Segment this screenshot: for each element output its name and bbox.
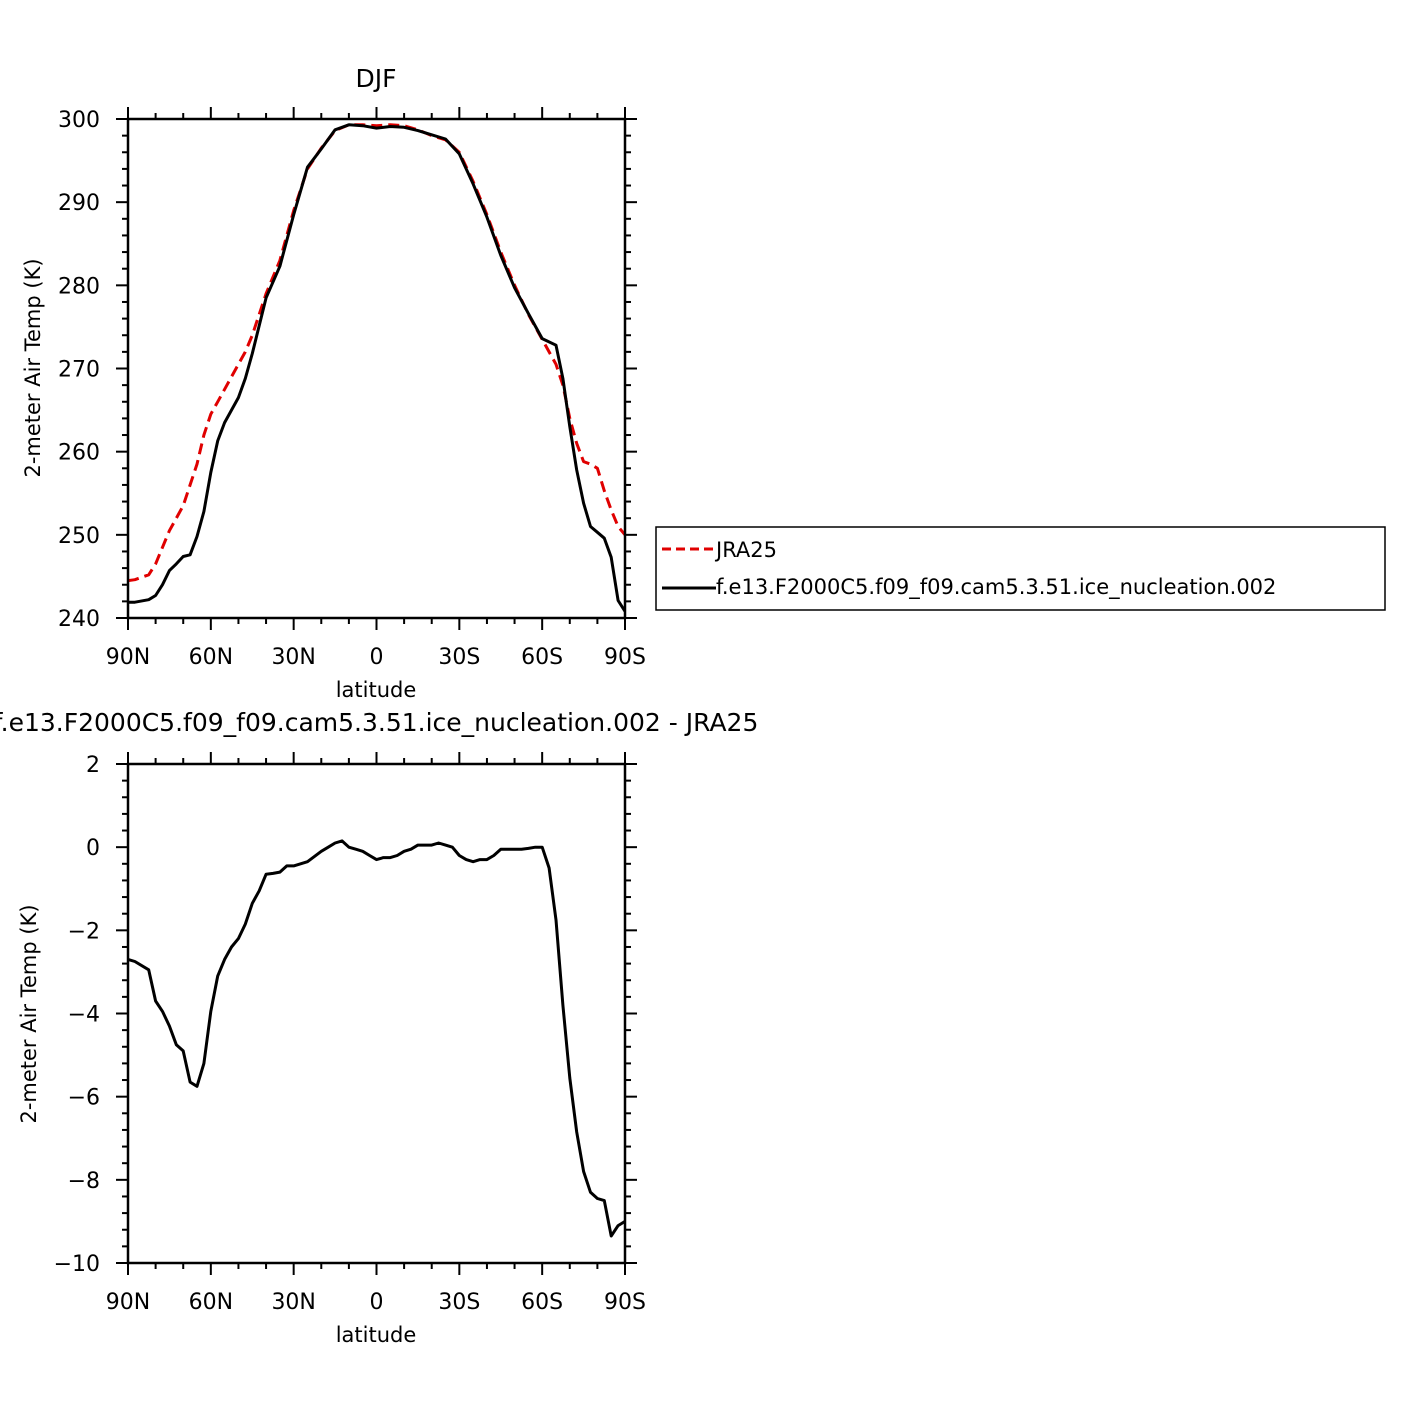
bottom-ylabel: 2-meter Air Temp (K)	[17, 904, 41, 1123]
top-x-tick-label: 30N	[271, 645, 315, 670]
top-y-tick-label: 270	[58, 358, 100, 383]
bottom-x-tick-label: 60S	[521, 1290, 563, 1315]
bottom-title: f.e13.F2000C5.f09_f09.cam5.3.51.ice_nucl…	[0, 708, 758, 737]
legend-box	[655, 526, 1386, 611]
bottom-x-tick-label: 0	[370, 1290, 384, 1315]
bottom-panel: f.e13.F2000C5.f09_f09.cam5.3.51.ice_nucl…	[0, 708, 758, 1347]
top-x-tick-label: 60N	[189, 645, 233, 670]
top-xlabel: latitude	[336, 678, 417, 702]
top-series-layer	[128, 123, 625, 613]
top-y-tick-label: 300	[58, 108, 100, 133]
bottom-series-line-0	[128, 839, 625, 1238]
bottom-x-tick-label: 90S	[604, 1290, 646, 1315]
top-y-tick-label: 280	[58, 274, 100, 299]
bottom-y-tick-label: −2	[68, 919, 100, 944]
bottom-x-tick-label: 30N	[271, 1290, 315, 1315]
top-panel: DJF 90N 60N 30N 0 30S 60S 90S 240 250 260 270 280 29…	[21, 64, 646, 702]
bottom-y-tick-label: −6	[68, 1086, 100, 1111]
top-y-tick-label: 250	[58, 524, 100, 549]
bottom-y-tick-label: −8	[68, 1169, 100, 1194]
bottom-x-tick-label: 90N	[106, 1290, 150, 1315]
top-y-tick-label: 260	[58, 441, 100, 466]
top-y-tick-label: 240	[58, 607, 100, 632]
top-x-tick-label: 30S	[438, 645, 480, 670]
bottom-xlabel: latitude	[336, 1323, 417, 1347]
bottom-plot-frame	[126, 762, 627, 1265]
bottom-y-tick-label: −10	[54, 1252, 100, 1277]
top-x-tick-label: 60S	[521, 645, 563, 670]
bottom-y-tick-label: 2	[86, 753, 100, 778]
top-y-tick-label: 290	[58, 191, 100, 216]
legend: JRA25 f.e13.F2000C5.f09_f09.cam5.3.51.ic…	[655, 526, 1386, 611]
bottom-x-tick-label: 60N	[189, 1290, 233, 1315]
top-x-tick-label: 90S	[604, 645, 646, 670]
top-title: DJF	[355, 64, 396, 93]
legend-label-model: f.e13.F2000C5.f09_f09.cam5.3.51.ice_nucl…	[716, 575, 1276, 600]
bottom-y-tick-label: 0	[86, 836, 100, 861]
top-ticks-layer: 90N 60N 30N 0 30S 60S 90S 240 250 260 270 280 290 300	[58, 107, 646, 670]
bottom-ticks-layer: 90N 60N 30N 0 30S 60S 90S −10 −8 −6 −4 −2 0 2	[54, 752, 646, 1315]
bottom-series-layer	[128, 839, 625, 1238]
legend-label-jra25: JRA25	[714, 538, 777, 562]
top-x-tick-label: 90N	[106, 645, 150, 670]
bottom-x-tick-label: 30S	[438, 1290, 480, 1315]
top-plot-frame	[126, 117, 627, 620]
bottom-y-tick-label: −4	[68, 1003, 100, 1028]
top-ylabel: 2-meter Air Temp (K)	[21, 258, 45, 477]
top-x-tick-label: 0	[370, 645, 384, 670]
top-series-line-f-e13-f2000c5-f09-f0	[128, 123, 625, 613]
